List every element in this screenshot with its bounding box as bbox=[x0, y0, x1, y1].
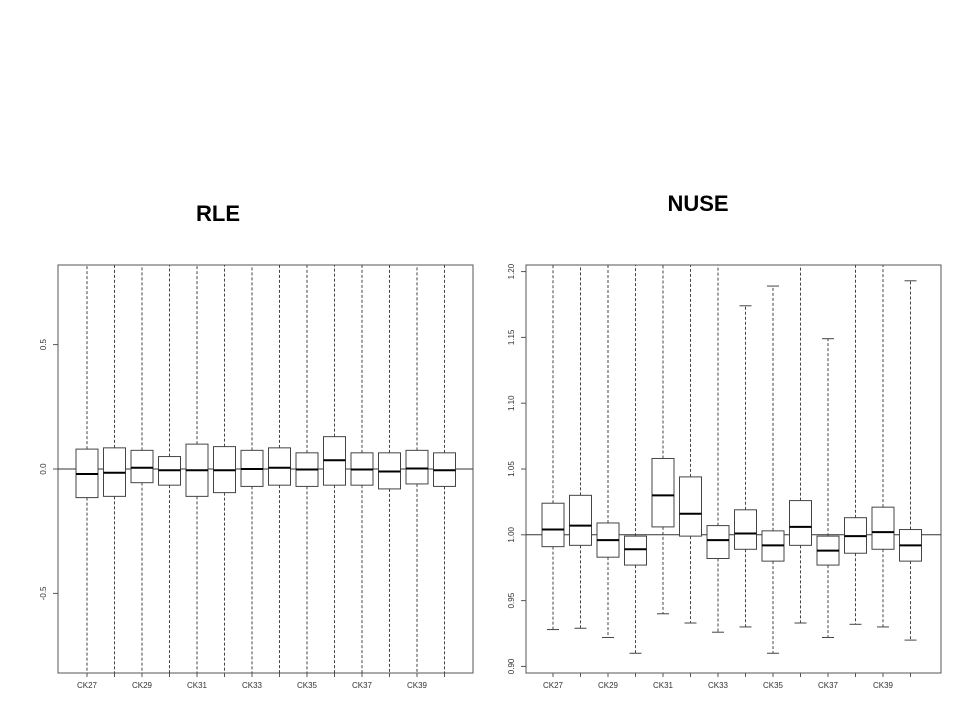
nuse-y-tick-label: 0.95 bbox=[507, 592, 516, 608]
nuse-y-tick-label: 1.10 bbox=[507, 395, 516, 411]
box-body bbox=[789, 500, 812, 546]
nuse-y-tick-label: 1.20 bbox=[507, 263, 516, 279]
rle-y-tick-label: -0.5 bbox=[39, 586, 48, 600]
nuse-x-tick-label: CK39 bbox=[873, 681, 894, 690]
nuse-panel: NUSE 0.900.951.001.051.101.151.20 CK27 CK… bbox=[507, 191, 942, 690]
nuse-box-ck37 bbox=[816, 338, 840, 638]
rle-box-ck34 bbox=[268, 265, 291, 673]
rle-box-ck40 bbox=[433, 265, 456, 673]
nuse-box-ck28 bbox=[569, 265, 592, 629]
rle-box-ck30 bbox=[158, 265, 181, 673]
rle-x-tick-label: CK37 bbox=[352, 681, 373, 690]
nuse-y-axis: 0.90 0.95 1.00 1.05 1.10 1.15 1.20 bbox=[507, 263, 526, 674]
rle-x-tick-label: CK33 bbox=[242, 681, 263, 690]
nuse-box-ck30 bbox=[624, 265, 647, 654]
nuse-box-ck33 bbox=[706, 265, 730, 633]
nuse-x-tick-label: CK35 bbox=[763, 681, 784, 690]
nuse-x-tick-label: CK31 bbox=[653, 681, 674, 690]
nuse-y-tick-label: 1.05 bbox=[507, 461, 516, 477]
rle-box-ck35 bbox=[295, 265, 319, 673]
rle-y-axis: -0.5 0.0 0.5 bbox=[39, 339, 58, 600]
rle-box-ck28 bbox=[103, 265, 126, 673]
nuse-y-tick-label: 1.15 bbox=[507, 329, 516, 345]
rle-x-tick-label: CK29 bbox=[132, 681, 153, 690]
rle-title: RLE bbox=[196, 201, 240, 226]
rle-y-tick-label: 0.5 bbox=[39, 339, 48, 351]
rle-box-ck31 bbox=[185, 265, 209, 673]
nuse-box-ck39 bbox=[871, 265, 895, 628]
box-body bbox=[130, 449, 154, 484]
nuse-box-ck32 bbox=[679, 265, 702, 624]
box-body bbox=[651, 457, 675, 528]
rle-x-tick-label: CK35 bbox=[297, 681, 318, 690]
nuse-y-tick-label: 0.90 bbox=[507, 658, 516, 674]
rle-y-tick-label: 0.0 bbox=[39, 463, 48, 475]
rle-box-ck27 bbox=[75, 265, 99, 673]
nuse-box-ck34 bbox=[734, 305, 757, 628]
rle-box-ck32 bbox=[213, 265, 236, 673]
nuse-box-ck27 bbox=[541, 265, 565, 631]
rle-x-tick-label: CK39 bbox=[407, 681, 428, 690]
rle-box-ck37 bbox=[350, 265, 374, 673]
rle-box-ck33 bbox=[240, 265, 264, 673]
nuse-box-ck31 bbox=[651, 265, 675, 615]
nuse-plot-frame bbox=[525, 264, 942, 674]
nuse-x-tick-label: CK27 bbox=[543, 681, 564, 690]
box-body bbox=[679, 476, 702, 537]
box-body bbox=[569, 494, 592, 546]
nuse-title: NUSE bbox=[667, 191, 728, 216]
rle-x-tick-label: CK27 bbox=[77, 681, 98, 690]
rle-box-ck29 bbox=[130, 265, 154, 673]
nuse-boxes bbox=[526, 265, 941, 654]
nuse-x-tick-label: CK33 bbox=[708, 681, 729, 690]
nuse-box-ck29 bbox=[596, 265, 620, 638]
nuse-x-tick-label: CK29 bbox=[598, 681, 619, 690]
rle-panel: RLE -0.50.00.5 CK27 CK29 CK31 CK33 CK35 CK37 C… bbox=[39, 201, 474, 690]
rle-boxes bbox=[58, 265, 473, 673]
rle-x-tick-label: CK31 bbox=[187, 681, 208, 690]
box-body bbox=[734, 509, 757, 550]
box-body bbox=[624, 535, 647, 566]
box-body bbox=[268, 447, 291, 486]
rle-box-ck36 bbox=[323, 265, 346, 673]
box-body bbox=[405, 449, 429, 485]
nuse-x-tick-label: CK37 bbox=[818, 681, 839, 690]
nuse-y-tick-label: 1.00 bbox=[507, 526, 516, 542]
nuse-box-ck38 bbox=[844, 265, 867, 625]
nuse-box-ck35 bbox=[761, 285, 785, 654]
nuse-x-axis: CK27 CK29 CK31 CK33 CK35 CK37 CK39 bbox=[543, 673, 911, 690]
box-body bbox=[541, 502, 565, 548]
rle-box-ck38 bbox=[378, 265, 401, 673]
nuse-box-ck36 bbox=[789, 265, 812, 624]
box-body bbox=[871, 506, 895, 550]
rle-x-axis: CK27 CK29 CK31 CK33 CK35 CK37 CK39 bbox=[77, 673, 445, 690]
nuse-box-ck40 bbox=[899, 280, 922, 641]
rle-box-ck39 bbox=[405, 265, 429, 673]
box-body bbox=[706, 525, 730, 559]
